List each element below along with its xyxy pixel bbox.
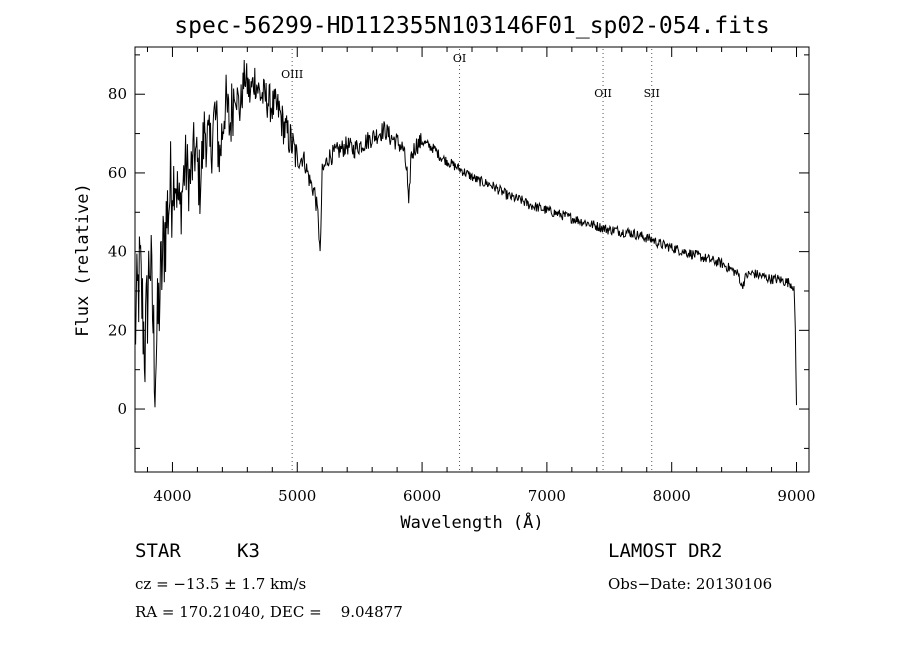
x-tick-label: 9000 [777,487,815,505]
spectrum-line [134,59,797,408]
coordinates: RA = 170.21040, DEC = 9.04877 [135,603,403,621]
x-tick-label: 5000 [278,487,316,505]
plot-frame [134,46,810,473]
line-marker-label: OIII [281,68,303,81]
emission-line-markers: OIII OI OII SII [281,49,660,472]
x-tick-label: 6000 [403,487,441,505]
object-class: STAR [135,540,181,562]
y-tick-label: 80 [108,85,127,103]
y-tick-label: 20 [108,321,127,339]
object-subclass: K3 [237,540,260,562]
x-axis-label: Wavelength (Å) [400,511,543,533]
survey-name: LAMOST DR2 [608,540,723,562]
redshift-value: cz = −13.5 ± 1.7 km/s [135,575,307,593]
observation-date: Obs−Date: 20130106 [608,575,773,593]
x-tick-label: 8000 [653,487,691,505]
y-tick-label: 0 [117,400,127,418]
x-axis-ticks: 4000 5000 6000 7000 8000 9000 [146,47,816,505]
y-axis-ticks: 0 20 40 60 80 [108,54,809,449]
line-marker-label: SII [644,87,660,100]
y-tick-label: 40 [108,243,127,261]
line-marker-label: OI [453,52,466,65]
x-tick-label: 7000 [528,487,566,505]
chart-title: spec-56299-HD112355N103146F01_sp02-054.f… [174,13,769,39]
y-axis-label: Flux (relative) [73,183,93,337]
x-tick-label: 4000 [153,487,191,505]
line-marker-label: OII [594,87,612,100]
y-tick-label: 60 [108,164,127,182]
